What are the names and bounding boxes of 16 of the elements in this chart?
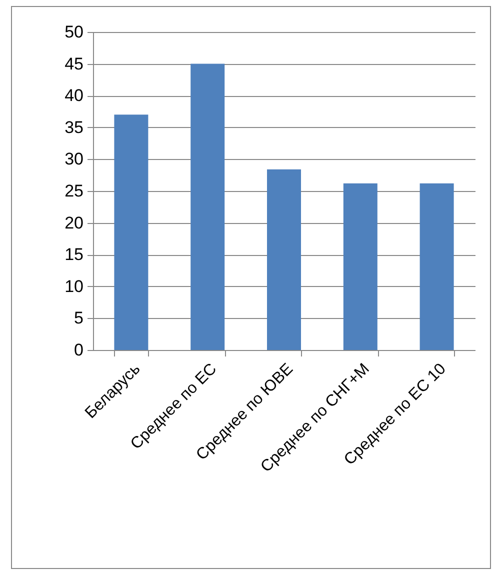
y-tick-label: 20 — [64, 213, 84, 232]
y-tick-label: 0 — [74, 340, 84, 360]
bar — [343, 183, 378, 350]
y-tick-label: 50 — [64, 22, 84, 42]
bar — [190, 64, 225, 350]
y-tick-label: 25 — [64, 182, 84, 200]
y-tick-label: 15 — [64, 245, 84, 264]
y-tick-label: 10 — [64, 276, 84, 296]
y-tick-label: 40 — [64, 86, 84, 106]
y-tick-label: 35 — [64, 118, 84, 137]
bar — [114, 114, 148, 350]
y-tick-label: 30 — [64, 150, 84, 169]
bar — [420, 183, 454, 350]
y-tick-label: 5 — [74, 308, 84, 328]
bar — [267, 169, 301, 350]
y-tick-label: 45 — [64, 54, 84, 74]
